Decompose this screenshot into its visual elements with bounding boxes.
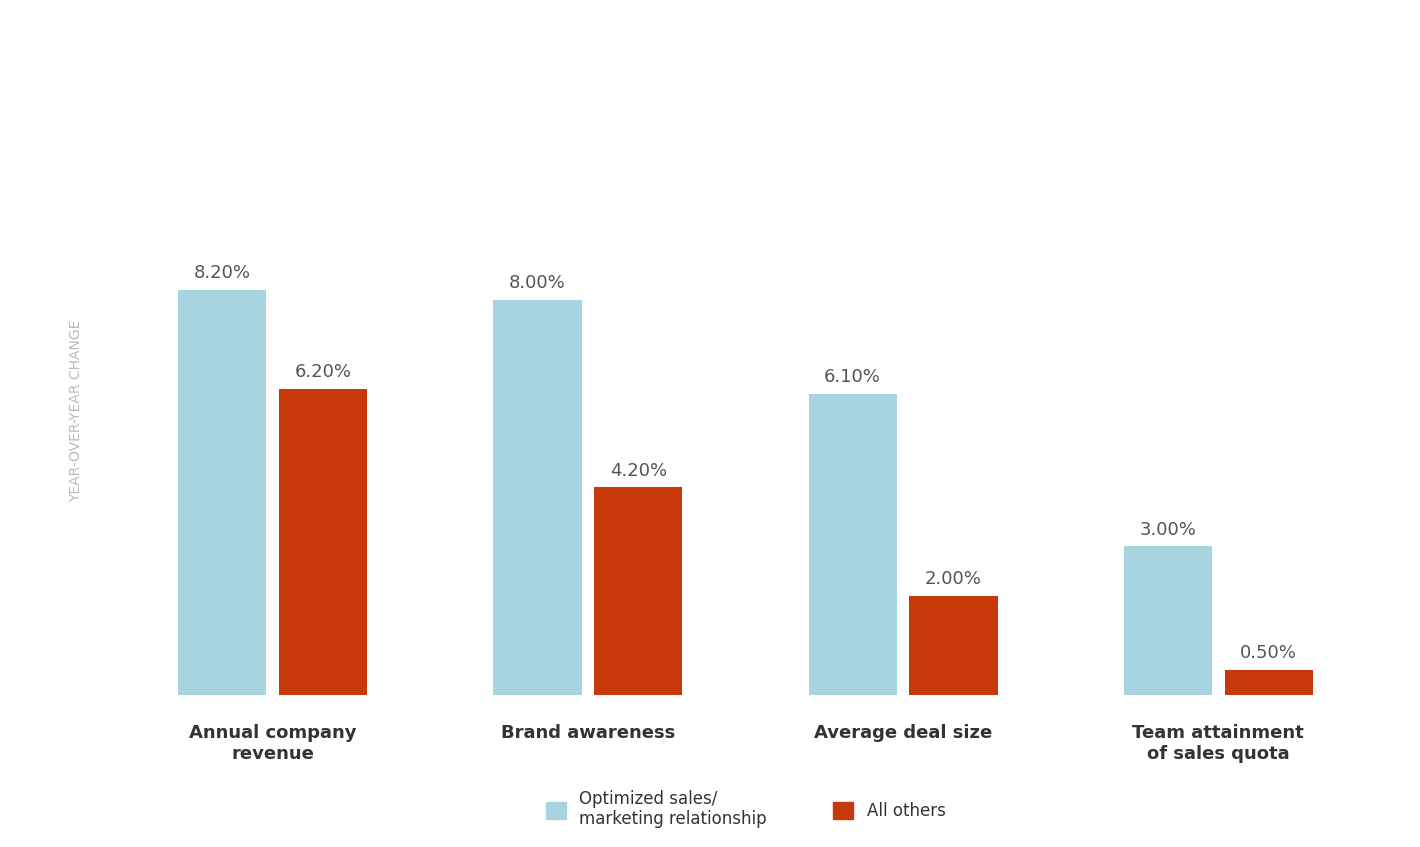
Text: 4.20%: 4.20% (609, 462, 667, 480)
Bar (1224, 670, 1314, 695)
Text: 8.00%: 8.00% (510, 274, 565, 292)
Bar (280, 389, 368, 695)
Text: 0.50%: 0.50% (1240, 645, 1296, 662)
Text: 6.10%: 6.10% (824, 368, 880, 386)
Text: 8.20%: 8.20% (193, 264, 251, 283)
Bar (178, 290, 267, 695)
Bar (594, 487, 683, 695)
Bar (909, 595, 998, 695)
Y-axis label: YEAR-OVER-YEAR CHANGE: YEAR-OVER-YEAR CHANGE (68, 319, 82, 502)
Bar (493, 300, 582, 695)
Bar (808, 394, 897, 695)
Bar (1123, 546, 1211, 695)
Legend: Optimized sales/
marketing relationship, All others: Optimized sales/ marketing relationship,… (528, 773, 963, 845)
Text: 6.20%: 6.20% (295, 363, 352, 381)
Text: 3.00%: 3.00% (1139, 521, 1196, 539)
Text: 2.00%: 2.00% (924, 570, 983, 589)
